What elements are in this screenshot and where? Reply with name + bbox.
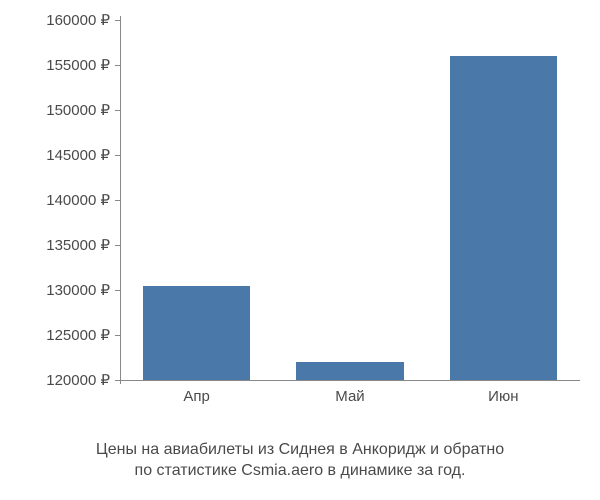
- y-tick-mark: [115, 290, 120, 291]
- y-tick-mark: [115, 380, 120, 381]
- x-tick-label: Июн: [488, 388, 518, 405]
- y-tick-label: 160000 ₽: [46, 11, 110, 29]
- y-tick-label: 135000 ₽: [46, 236, 110, 254]
- y-tick-label: 130000 ₽: [46, 281, 110, 299]
- x-tick-label: Апр: [183, 388, 209, 405]
- chart-caption: Цены на авиабилеты из Сиднея в Анкоридж …: [0, 440, 600, 482]
- y-tick-mark: [115, 200, 120, 201]
- y-tick-mark: [115, 20, 120, 21]
- x-axis-line: [120, 380, 580, 381]
- price-chart: 120000 ₽ 125000 ₽ 130000 ₽ 135000 ₽ 140000 ₽…: [0, 0, 600, 430]
- y-tick-label: 145000 ₽: [46, 146, 110, 164]
- y-tick-label: 120000 ₽: [46, 371, 110, 389]
- bar: [296, 362, 403, 380]
- caption-line-2: по статистике Csmia.aero в динамике за г…: [135, 462, 466, 479]
- y-tick-mark: [115, 155, 120, 156]
- y-tick-mark: [115, 65, 120, 66]
- y-tick-mark: [115, 245, 120, 246]
- bar: [450, 56, 557, 380]
- y-tick-mark: [115, 110, 120, 111]
- y-tick-label: 150000 ₽: [46, 101, 110, 119]
- y-tick-label: 155000 ₽: [46, 56, 110, 74]
- caption-line-1: Цены на авиабилеты из Сиднея в Анкоридж …: [96, 441, 504, 458]
- y-tick-label: 140000 ₽: [46, 191, 110, 209]
- y-tick-label: 125000 ₽: [46, 326, 110, 344]
- bar: [143, 286, 250, 381]
- plot-area: [120, 20, 580, 380]
- x-tick-label: Май: [335, 388, 364, 405]
- y-tick-mark: [115, 335, 120, 336]
